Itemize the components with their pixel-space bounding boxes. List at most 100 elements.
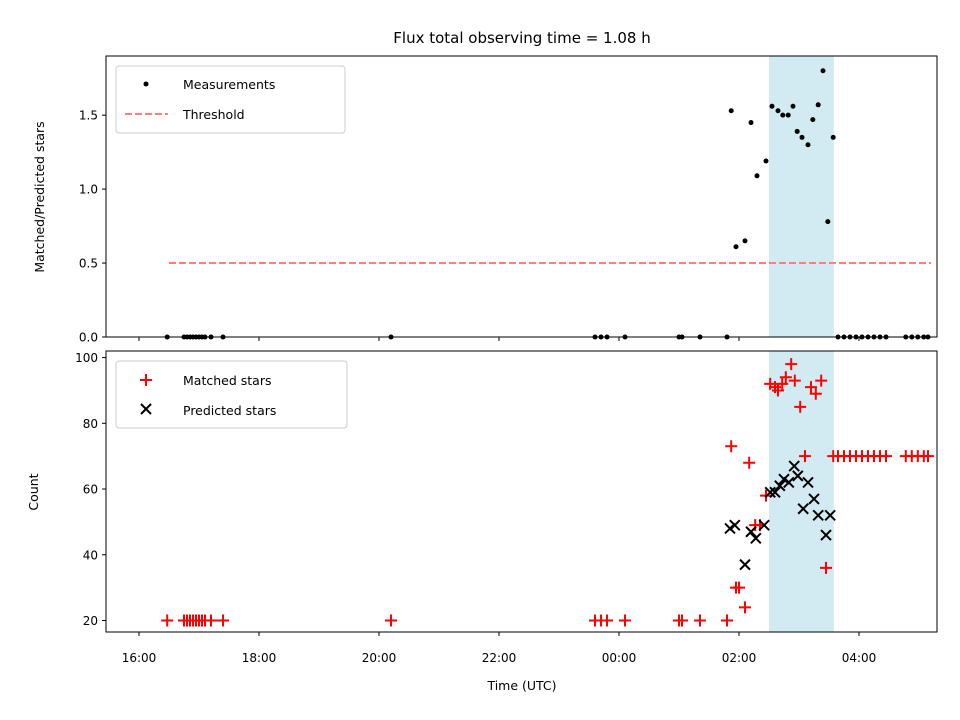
matched-star-point bbox=[676, 614, 688, 627]
measurement-point bbox=[780, 112, 786, 118]
measurement-point bbox=[785, 112, 791, 118]
x-tick-label: 20:00 bbox=[362, 651, 397, 665]
predicted-star-point bbox=[745, 526, 757, 538]
legend-measurements-label: Measurements bbox=[183, 77, 275, 92]
matched-star-point bbox=[794, 400, 807, 413]
matched-star-point bbox=[733, 581, 745, 594]
measurement-point bbox=[799, 134, 805, 140]
measurement-point bbox=[742, 238, 748, 244]
top-ylabel: Matched/Predicted stars bbox=[32, 121, 47, 272]
bottom-y-tick-label: 20 bbox=[83, 614, 98, 628]
matched-star-point bbox=[880, 450, 892, 463]
predicted-star-point bbox=[764, 486, 776, 499]
measurement-point bbox=[825, 219, 831, 225]
legend-threshold-label: Threshold bbox=[182, 107, 245, 122]
legend-predicted-marker bbox=[140, 403, 152, 415]
top-legend-box bbox=[115, 65, 346, 134]
legend-matched-marker bbox=[140, 374, 152, 386]
predicted-star-point bbox=[750, 532, 762, 545]
measurement-point bbox=[775, 108, 781, 114]
x-tick-label: 22:00 bbox=[482, 651, 517, 665]
measurement-point bbox=[790, 103, 796, 109]
matched-star-point bbox=[820, 561, 832, 574]
predicted-star-point bbox=[812, 509, 824, 522]
legend-matched-label: Matched stars bbox=[183, 373, 271, 388]
matched-star-point bbox=[161, 614, 174, 627]
bottom-y-tick-label: 100 bbox=[75, 351, 98, 365]
measurement-point bbox=[830, 134, 836, 140]
bottom-legend: Matched stars Predicted stars bbox=[115, 360, 348, 429]
measurement-point bbox=[815, 102, 821, 108]
predicted-star-point bbox=[802, 476, 814, 489]
top-highlight-band bbox=[769, 56, 834, 337]
chart-title: Flux total observing time = 1.08 h bbox=[393, 29, 650, 47]
top-y-tick-label: 1.5 bbox=[79, 109, 98, 123]
predicted-star-point bbox=[792, 470, 804, 482]
top-plot-frame bbox=[105, 55, 938, 338]
matched-star-point bbox=[743, 456, 756, 469]
predicted-star-point bbox=[783, 476, 795, 489]
legend-predicted-label: Predicted stars bbox=[183, 403, 276, 418]
measurement-point bbox=[820, 68, 826, 74]
top-panel: 0.0 0.5 1.0 1.5 Matched/Predicted stars Mea… bbox=[32, 55, 938, 345]
top-legend: Measurements Threshold bbox=[115, 65, 346, 134]
matched-star-point bbox=[721, 614, 733, 627]
bottom-plot-frame bbox=[105, 350, 938, 633]
predicted-star-point bbox=[808, 493, 820, 505]
predicted-star-point bbox=[758, 519, 770, 531]
measurement-point bbox=[805, 142, 811, 148]
bottom-highlight-band bbox=[769, 351, 834, 632]
matched-star-point bbox=[776, 377, 789, 390]
bottom-xlabel: Time (UTC) bbox=[486, 678, 556, 693]
predicted-star-point bbox=[820, 529, 832, 541]
predicted-star-point bbox=[774, 480, 786, 492]
bottom-legend-box bbox=[115, 360, 348, 429]
top-y-tick-label: 0.5 bbox=[79, 257, 98, 271]
bottom-y-tick-label: 40 bbox=[83, 548, 98, 562]
measurement-point bbox=[728, 108, 734, 114]
measurement-point bbox=[794, 128, 800, 134]
bottom-ylabel: Count bbox=[26, 473, 41, 510]
top-y-tick-label: 0.0 bbox=[79, 331, 98, 345]
matched-star-point bbox=[779, 371, 792, 384]
matched-star-point bbox=[739, 601, 751, 614]
matched-star-point bbox=[694, 614, 706, 627]
top-y-tick-label: 1.0 bbox=[79, 183, 98, 197]
matched-star-point bbox=[217, 614, 229, 627]
predicted-star-point bbox=[739, 558, 751, 571]
matched-star-point bbox=[619, 614, 631, 627]
x-tick-label: 04:00 bbox=[842, 651, 877, 665]
x-tick-label: 16:00 bbox=[122, 651, 157, 665]
matched-star-point bbox=[772, 384, 784, 397]
bottom-y-tick-label: 80 bbox=[83, 417, 98, 431]
measurement-point bbox=[754, 173, 760, 179]
matched-star-point bbox=[922, 450, 934, 463]
matched-star-point bbox=[385, 614, 397, 627]
measurement-point bbox=[810, 117, 816, 123]
measurement-point bbox=[763, 158, 769, 164]
measurement-point bbox=[769, 103, 775, 109]
matched-star-point bbox=[601, 614, 613, 627]
predicted-star-point bbox=[778, 473, 790, 485]
matched-star-point bbox=[809, 387, 822, 400]
matched-star-point bbox=[785, 358, 798, 371]
predicted-star-point bbox=[729, 519, 741, 531]
matched-star-point bbox=[799, 450, 811, 463]
predicted-star-point bbox=[724, 522, 736, 535]
x-tick-label: 00:00 bbox=[602, 651, 637, 665]
matched-star-point bbox=[805, 381, 817, 394]
predicted-star-point bbox=[797, 503, 809, 515]
matched-star-point bbox=[725, 440, 738, 453]
bottom-panel: 16:00 18:00 20:00 22:00 00:00 02:00 04:00 20 40 6… bbox=[26, 350, 938, 693]
x-tick-label: 02:00 bbox=[722, 651, 757, 665]
predicted-star-point bbox=[824, 509, 836, 522]
predicted-star-point bbox=[769, 486, 781, 499]
predicted-star-point bbox=[788, 460, 800, 472]
bottom-y-tick-label: 60 bbox=[83, 483, 98, 497]
measurement-point bbox=[733, 244, 739, 250]
x-tick-label: 18:00 bbox=[242, 651, 277, 665]
matched-star-point bbox=[788, 374, 801, 387]
measurement-point bbox=[748, 120, 754, 126]
matched-star-point bbox=[205, 614, 217, 627]
